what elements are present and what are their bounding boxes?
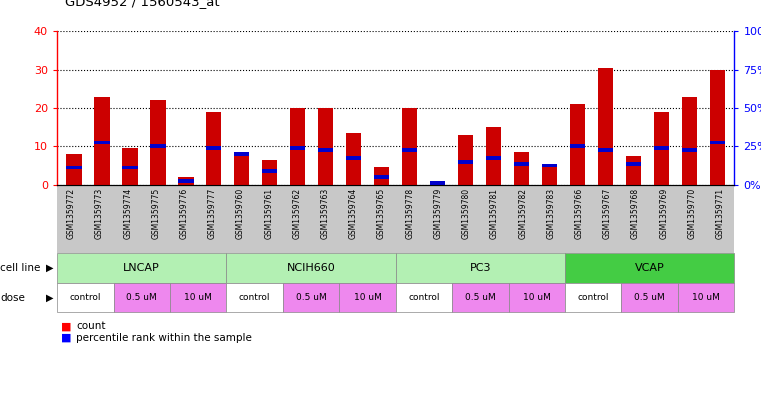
Bar — [486, 127, 501, 185]
Text: LNCAP: LNCAP — [123, 263, 160, 273]
Text: 10 uM: 10 uM — [354, 293, 381, 302]
Text: GSM1359772: GSM1359772 — [67, 188, 75, 239]
Text: GSM1359783: GSM1359783 — [546, 188, 556, 239]
Text: GSM1359764: GSM1359764 — [349, 188, 358, 239]
Text: VCAP: VCAP — [635, 263, 664, 273]
Bar — [710, 70, 725, 185]
Text: GSM1359778: GSM1359778 — [406, 188, 414, 239]
Text: 0.5 uM: 0.5 uM — [126, 293, 157, 302]
Bar — [178, 177, 193, 185]
Text: GDS4952 / 1560543_at: GDS4952 / 1560543_at — [65, 0, 219, 8]
Bar — [123, 148, 138, 185]
Bar — [374, 175, 390, 179]
Bar — [318, 108, 333, 185]
Bar — [94, 97, 110, 185]
Bar — [430, 181, 445, 185]
Bar — [262, 160, 278, 185]
Bar — [626, 162, 642, 165]
Text: ■: ■ — [61, 321, 72, 331]
Bar — [626, 156, 642, 185]
Bar — [542, 167, 557, 185]
Text: PC3: PC3 — [470, 263, 491, 273]
Bar — [66, 154, 81, 185]
Text: control: control — [408, 293, 440, 302]
Text: GSM1359765: GSM1359765 — [377, 188, 386, 239]
Text: GSM1359767: GSM1359767 — [603, 188, 612, 239]
Text: ▶: ▶ — [46, 263, 53, 273]
Text: 0.5 uM: 0.5 uM — [465, 293, 495, 302]
Bar — [402, 108, 418, 185]
Bar — [430, 181, 445, 185]
Bar — [598, 68, 613, 185]
Bar — [66, 165, 81, 169]
Bar — [206, 112, 221, 185]
Text: GSM1359773: GSM1359773 — [95, 188, 104, 239]
Bar — [402, 148, 418, 152]
Text: control: control — [239, 293, 270, 302]
Bar — [346, 133, 361, 185]
Bar — [150, 100, 166, 185]
Text: GSM1359762: GSM1359762 — [292, 188, 301, 239]
Bar — [94, 141, 110, 145]
Bar — [178, 179, 193, 183]
Text: ■: ■ — [61, 333, 72, 343]
Text: 10 uM: 10 uM — [693, 293, 720, 302]
Text: control: control — [578, 293, 609, 302]
Text: GSM1359771: GSM1359771 — [716, 188, 724, 239]
Text: GSM1359777: GSM1359777 — [208, 188, 217, 239]
Bar — [262, 169, 278, 173]
Bar — [374, 167, 390, 185]
Text: GSM1359766: GSM1359766 — [575, 188, 584, 239]
Text: GSM1359780: GSM1359780 — [462, 188, 471, 239]
Text: GSM1359763: GSM1359763 — [320, 188, 330, 239]
Text: GSM1359769: GSM1359769 — [659, 188, 668, 239]
Bar — [290, 146, 305, 150]
Text: GSM1359768: GSM1359768 — [631, 188, 640, 239]
Text: percentile rank within the sample: percentile rank within the sample — [76, 333, 252, 343]
Text: GSM1359770: GSM1359770 — [687, 188, 696, 239]
Bar — [318, 148, 333, 152]
Bar — [346, 156, 361, 160]
Bar — [458, 160, 473, 163]
Bar — [682, 97, 697, 185]
Text: GSM1359761: GSM1359761 — [264, 188, 273, 239]
Bar — [514, 162, 530, 165]
Bar — [514, 152, 530, 185]
Text: 0.5 uM: 0.5 uM — [296, 293, 326, 302]
Bar — [150, 145, 166, 148]
Bar — [570, 145, 585, 148]
Bar — [598, 148, 613, 152]
Bar — [458, 135, 473, 185]
Text: GSM1359774: GSM1359774 — [123, 188, 132, 239]
Bar — [123, 165, 138, 169]
Bar — [234, 152, 250, 156]
Text: GSM1359776: GSM1359776 — [180, 188, 189, 239]
Text: cell line: cell line — [0, 263, 40, 273]
Bar — [206, 146, 221, 150]
Bar — [486, 156, 501, 160]
Text: GSM1359775: GSM1359775 — [151, 188, 161, 239]
Text: 10 uM: 10 uM — [523, 293, 551, 302]
Text: count: count — [76, 321, 106, 331]
Bar — [654, 146, 669, 150]
Bar — [290, 108, 305, 185]
Text: dose: dose — [0, 293, 25, 303]
Bar — [654, 112, 669, 185]
Text: GSM1359779: GSM1359779 — [434, 188, 443, 239]
Text: 0.5 uM: 0.5 uM — [635, 293, 665, 302]
Bar — [570, 104, 585, 185]
Bar — [542, 163, 557, 167]
Text: GSM1359781: GSM1359781 — [490, 188, 499, 239]
Text: GSM1359760: GSM1359760 — [236, 188, 245, 239]
Text: control: control — [69, 293, 101, 302]
Bar — [710, 141, 725, 145]
Text: 10 uM: 10 uM — [184, 293, 212, 302]
Bar — [682, 148, 697, 152]
Bar — [234, 154, 250, 185]
Text: GSM1359782: GSM1359782 — [518, 188, 527, 239]
Text: ▶: ▶ — [46, 293, 53, 303]
Text: NCIH660: NCIH660 — [287, 263, 336, 273]
